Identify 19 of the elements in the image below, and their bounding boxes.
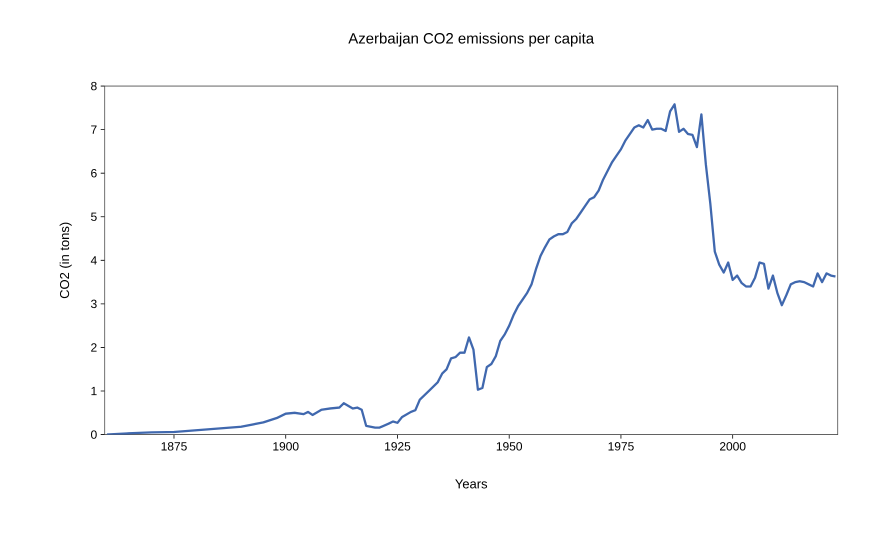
y-tick-label: 2 <box>91 343 97 352</box>
x-tick-label: 2000 <box>720 442 746 451</box>
y-tick-label: 3 <box>90 300 97 308</box>
x-tick-label: 1950 <box>496 442 522 451</box>
x-axis-title: Years <box>455 479 488 488</box>
y-tick-label: 8 <box>91 82 97 90</box>
y-tick-label: 7 <box>91 126 97 134</box>
y-tick-label: 5 <box>91 212 97 221</box>
x-tick-label: 1875 <box>162 442 187 451</box>
y-tick-label: 0 <box>91 430 97 439</box>
y-tick-label: 6 <box>91 168 97 178</box>
line-series <box>106 103 837 435</box>
x-tick-label: 1925 <box>385 442 410 451</box>
y-tick-label: 1 <box>91 386 97 396</box>
y-axis-title: CO2 (in tons) <box>60 222 72 298</box>
y-tick-label: 4 <box>90 256 97 264</box>
chart-title: Azerbaijan CO2 emissions per capita <box>348 32 594 47</box>
x-tick-label: 1900 <box>273 442 299 451</box>
x-tick-label: 1975 <box>608 442 634 451</box>
